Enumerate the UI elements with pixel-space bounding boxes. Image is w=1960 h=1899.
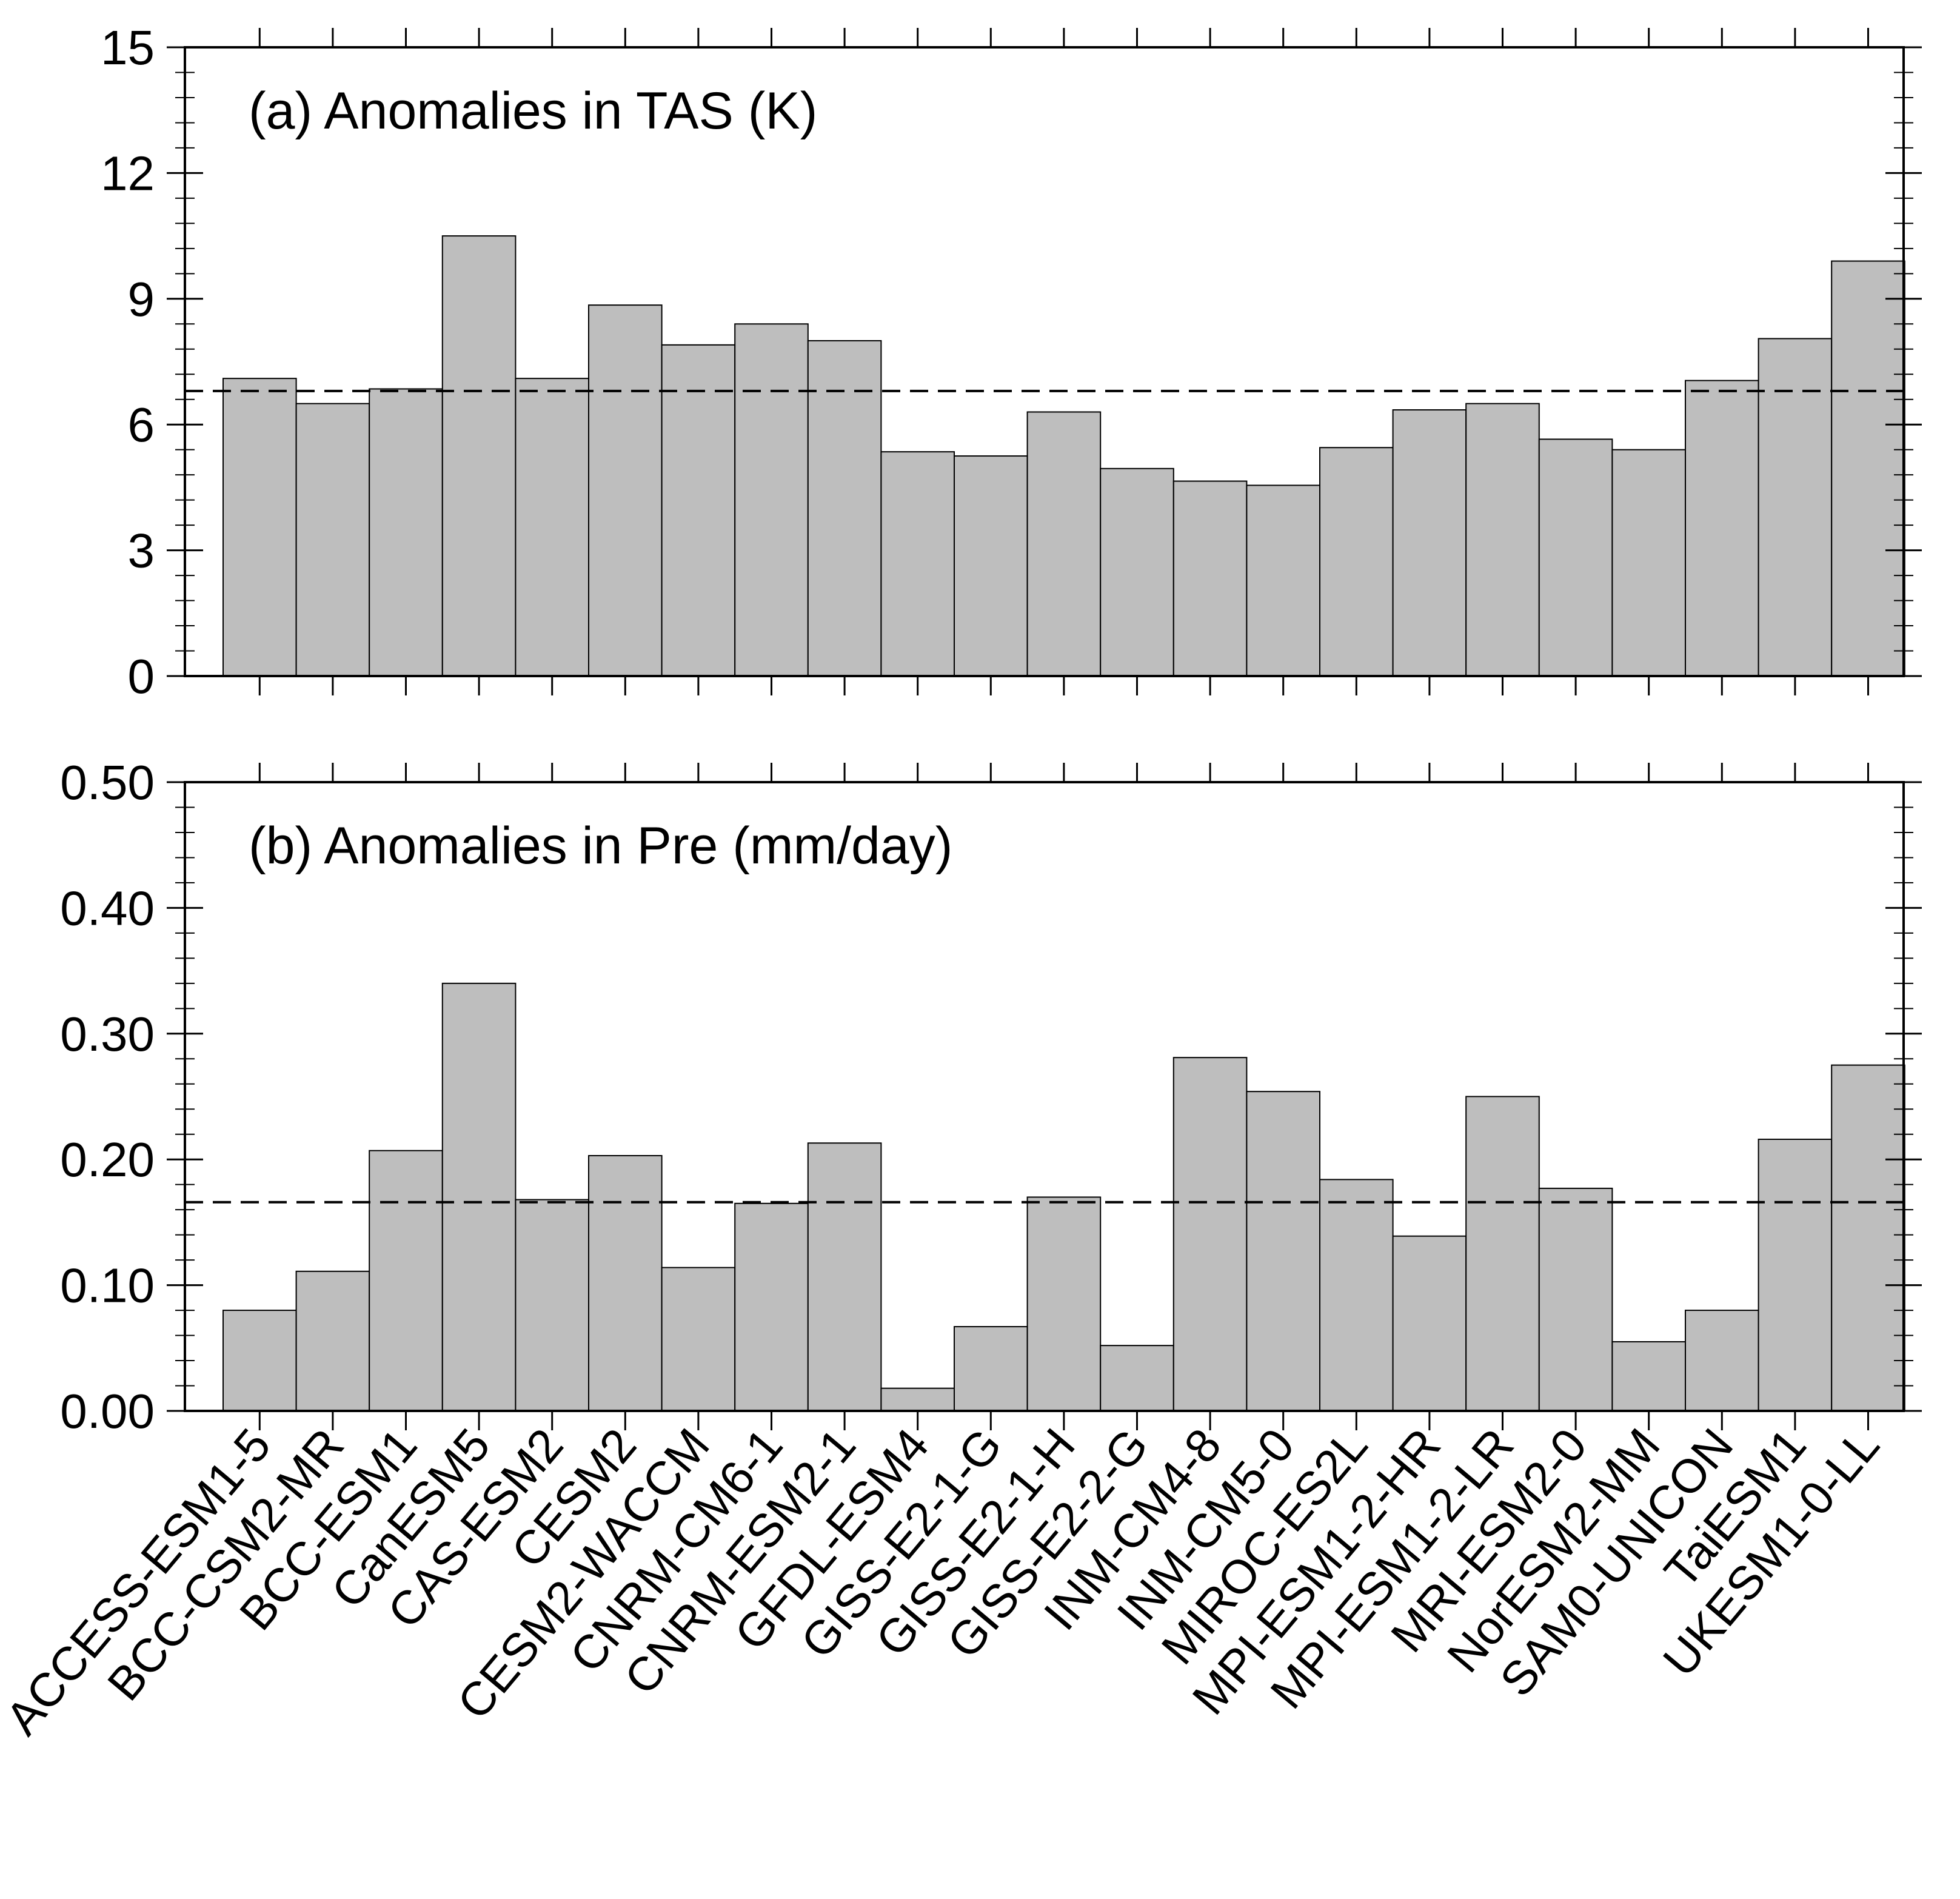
bar-b-CNRM-ESM2-1: [807, 1142, 882, 1412]
bar-a-UKESM1-0-LL: [1831, 260, 1905, 677]
bar-a-GISS-E2-1-G: [954, 455, 1028, 677]
bar-a-GISS-E2-1-H: [1026, 411, 1102, 677]
bar-b-GFDL-ESM4: [880, 1387, 955, 1412]
bar-b-CanESM5: [441, 982, 517, 1412]
bar-b-MPI-ESM1-2-HR: [1392, 1235, 1467, 1412]
bar-b-TaiESM1: [1758, 1139, 1833, 1412]
y-tick-label-a: 9: [128, 272, 155, 326]
bar-b-MPI-ESM1-2-LR: [1465, 1096, 1540, 1412]
y-tick-label-b: 0.30: [60, 1007, 155, 1061]
bar-b-UKESM1-0-LL: [1831, 1064, 1905, 1412]
y-tick-label-a: 0: [128, 649, 155, 703]
y-tick-label-a: 6: [128, 398, 155, 452]
panel-title-b: (b) Anomalies in Pre (mm/day): [249, 817, 952, 875]
bar-b-GISS-E2-1-G: [954, 1326, 1028, 1412]
bar-a-CAS-ESM2: [515, 378, 590, 677]
y-tick-label-a: 12: [101, 146, 155, 200]
y-tick-label-b: 0.10: [60, 1259, 155, 1313]
bar-b-CNRM-CM6-1: [734, 1202, 809, 1412]
y-tick-label-b: 0.20: [60, 1133, 155, 1187]
bar-a-MPI-ESM1-2-LR: [1465, 403, 1540, 677]
bar-a-CESM2: [588, 304, 663, 677]
bar-a-INM-CM5-0: [1246, 484, 1320, 677]
y-tick-label-a: 3: [128, 524, 155, 578]
bar-b-NorESM2-MM: [1611, 1341, 1686, 1412]
plot-frame-a: [184, 46, 1905, 677]
bar-a-MPI-ESM1-2-HR: [1392, 409, 1467, 677]
bar-b-INM-CM5-0: [1246, 1091, 1320, 1412]
bar-b-GISS-E2-1-H: [1026, 1196, 1102, 1412]
bar-b-ACCESS-ESM1-5: [222, 1310, 297, 1412]
panel-b-pre: 0.00 0.10 0.20 0.30 0.40 0.50 (b) Anomalies in…: [60, 755, 1922, 1438]
y-tick-label-a: 15: [101, 21, 155, 75]
bar-a-GISS-E2-2-G: [1100, 467, 1174, 677]
bar-a-GFDL-ESM4: [880, 451, 955, 677]
bar-b-MRI-ESM2-0: [1538, 1187, 1613, 1412]
bar-a-CanESM5: [441, 235, 517, 677]
bar-a-BCC-CSM2-MR: [295, 403, 370, 677]
bar-b-CAS-ESM2: [515, 1199, 590, 1412]
bar-b-INM-CM4-8: [1172, 1057, 1248, 1412]
panel-a-tas: 0 3 6 9 12 15 (a) Anomalies in TAS (K): [101, 21, 1922, 703]
bar-b-CESM2: [588, 1154, 663, 1412]
bar-a-INM-CM4-8: [1172, 480, 1248, 677]
bar-b-SAM0-UNICON: [1685, 1310, 1759, 1412]
bar-a-MRI-ESM2-0: [1538, 438, 1613, 677]
bar-a-CNRM-CM6-1: [734, 323, 809, 677]
bar-a-ACCESS-ESM1-5: [222, 378, 297, 677]
bar-b-GISS-E2-2-G: [1100, 1345, 1174, 1412]
y-tick-label-b: 0.40: [60, 881, 155, 935]
bar-a-TaiESM1: [1758, 338, 1833, 677]
y-tick-label-b: 0.50: [60, 755, 155, 809]
bar-b-MIROC-ES2L: [1319, 1179, 1394, 1412]
model-tick-labels: ACCESS-ESM1-5BCC-CSM2-MRBCC-ESM1CanESM5C…: [0, 1418, 1890, 1744]
bar-b-CESM2-WACCM: [661, 1267, 736, 1412]
bar-a-NorESM2-MM: [1611, 449, 1686, 677]
bar-b-BCC-CSM2-MR: [295, 1270, 370, 1412]
plot-frame-b: [184, 781, 1905, 1412]
bar-a-BCC-ESM1: [369, 388, 443, 677]
panel-title-a: (a) Anomalies in TAS (K): [249, 82, 817, 140]
bar-a-CESM2-WACCM: [661, 344, 736, 677]
bar-a-CNRM-ESM2-1: [807, 340, 882, 677]
bar-a-SAM0-UNICON: [1685, 380, 1759, 677]
y-tick-label-b: 0.00: [60, 1384, 155, 1438]
bar-b-BCC-ESM1: [369, 1150, 443, 1412]
bar-a-MIROC-ES2L: [1319, 447, 1394, 677]
